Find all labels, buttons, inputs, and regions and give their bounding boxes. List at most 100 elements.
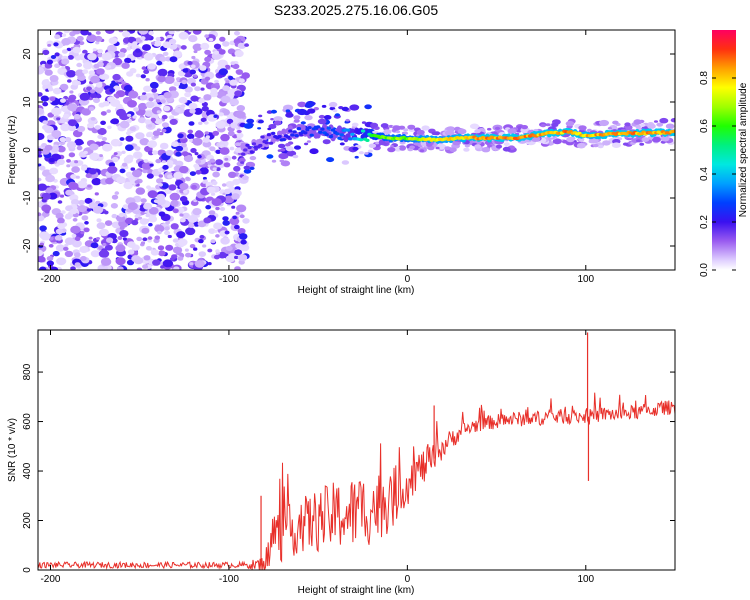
spectrogram-cell (163, 105, 171, 112)
spectrogram-cell (233, 165, 241, 172)
spectrogram-cell (225, 181, 235, 188)
spectrogram-cell (444, 146, 451, 151)
spectrogram-cell (111, 156, 119, 163)
spectrogram-cell (55, 244, 66, 252)
spectrogram-cell (126, 71, 134, 77)
spectrogram-cell (352, 146, 359, 151)
spectrogram-cell (158, 211, 166, 217)
spectrogram-cell (60, 210, 66, 215)
spectrogram-cell (56, 158, 65, 166)
spectrogram-cell (70, 225, 81, 234)
spectrogram-cell (330, 128, 336, 132)
spectrogram-cell (381, 124, 386, 128)
spectrogram-cell (175, 145, 184, 152)
spectrogram-cell (146, 168, 154, 175)
spectrogram-cell (234, 266, 241, 270)
spectrogram-cell (361, 121, 367, 124)
spectrogram-y-axis-label: Frequency (Hz) (7, 116, 18, 185)
spectrogram-cell (143, 69, 150, 74)
spectrogram-cell (41, 63, 46, 68)
spectrogram-cell (173, 266, 180, 270)
spectrogram-cell (88, 168, 97, 175)
y-tick-label: 600 (22, 413, 33, 430)
spectrogram-cell (101, 74, 110, 80)
spectrogram-cell (117, 236, 123, 240)
spectrogram-cell (38, 154, 43, 158)
spectrogram-cell (242, 218, 250, 224)
spectrogram-cell (38, 214, 45, 222)
spectrogram-cell (147, 190, 158, 199)
spectrogram-cell (74, 138, 84, 146)
spectrogram-cell (365, 138, 370, 142)
spectrogram-cell (64, 136, 72, 143)
spectrogram-cell (293, 115, 301, 120)
spectrogram-cell (320, 127, 325, 131)
spectrogram-cell (158, 174, 163, 178)
spectrogram-cell (155, 37, 161, 41)
spectrogram-cell (164, 226, 170, 231)
spectrogram-cell (218, 251, 227, 259)
spectrogram-cell (204, 56, 212, 62)
spectrogram-cell (132, 169, 142, 178)
spectrogram-cell (198, 239, 204, 244)
spectrogram-cell (48, 244, 54, 248)
spectrogram-cell (111, 194, 119, 200)
spectrogram-cell (90, 242, 99, 249)
spectrogram-cell (122, 204, 130, 210)
spectrogram-cell (74, 236, 81, 241)
spectrogram-cell (292, 154, 299, 159)
spectrogram-cell (160, 99, 166, 104)
spectrogram-cell (110, 138, 121, 147)
spectrogram-cell (280, 148, 286, 152)
spectrogram-cell (66, 141, 77, 149)
spectrogram-cell (388, 124, 394, 128)
spectrogram-cell (72, 46, 81, 54)
spectrogram-cell (129, 126, 136, 131)
spectrogram-cell (228, 75, 234, 80)
snr-frame (37, 329, 676, 571)
spectrogram-cell (59, 194, 65, 198)
spectrogram-cell (487, 127, 492, 131)
spectrogram-cell (42, 120, 48, 125)
spectrogram-cell (61, 66, 66, 70)
spectrogram-cell (111, 213, 118, 219)
spectrogram-cell (249, 150, 254, 154)
spectrogram-cell (177, 256, 184, 261)
spectrogram-cell (150, 249, 159, 256)
spectrogram-cell (86, 86, 92, 91)
spectrogram-cell (449, 147, 457, 153)
spectrogram-cell (64, 250, 74, 258)
colorbar-ticks: 0.0 0.2 0.4 0.6 0.8 (699, 71, 736, 277)
spectrogram-cell (139, 94, 148, 101)
spectrogram-cell (103, 210, 109, 215)
spectrogram-cell (80, 256, 87, 261)
spectrogram-cell (38, 202, 42, 207)
spectrogram-cell (70, 174, 77, 180)
spectrogram-cell (154, 118, 163, 125)
spectrogram-cell (113, 85, 121, 91)
spectrogram-cell (148, 222, 153, 227)
spectrogram-cell (157, 167, 164, 173)
spectrogram-cell (187, 133, 195, 140)
spectrogram-cell (267, 127, 272, 131)
spectrogram-cell (173, 81, 181, 87)
spectrogram-cell (52, 87, 62, 95)
spectrogram-cell (121, 162, 128, 167)
spectrogram-cell (67, 103, 78, 111)
spectrogram-cell (141, 162, 152, 170)
spectrogram-cell (146, 133, 152, 138)
spectrogram-cell (97, 127, 107, 136)
spectrogram-cell (64, 237, 75, 245)
spectrogram-cell (660, 135, 670, 142)
spectrogram-cell (165, 149, 174, 156)
spectrogram-cell (419, 149, 425, 153)
spectrogram-cell (136, 236, 143, 242)
spectrogram-cell (392, 125, 402, 131)
spectrogram-cell (162, 259, 174, 268)
spectrogram-cell (161, 128, 167, 133)
spectrogram-cell (215, 120, 226, 129)
spectrogram-cell (127, 249, 135, 255)
spectrogram-cell (188, 223, 195, 228)
spectrogram-cell (157, 245, 165, 251)
spectrogram-cell (38, 163, 42, 167)
